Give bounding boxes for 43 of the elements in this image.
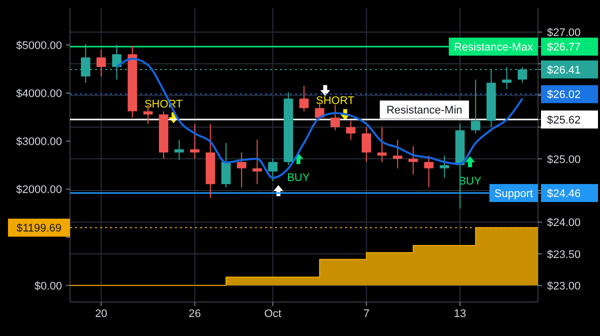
ref-line-label: Resistance-Min: [386, 104, 462, 117]
ref-line-label: Support: [494, 188, 533, 200]
candlestick: [346, 120, 356, 140]
candlestick: [424, 155, 434, 188]
y2-tick-label: $0.00: [34, 280, 62, 292]
y-tick-label: $24.00: [547, 217, 581, 230]
candlestick: [408, 146, 418, 176]
candlestick: [268, 158, 278, 182]
candlestick: [330, 104, 340, 131]
y-tick-label: $26.02: [547, 89, 581, 102]
x-tick-label: 7: [363, 308, 370, 320]
y-tick-label: $25.62: [547, 114, 581, 127]
candlestick: [236, 152, 246, 188]
candlestick: [377, 126, 387, 162]
candlestick: [440, 155, 450, 178]
y2-tick-label: $1199.69: [16, 222, 62, 235]
annotation: BUY: [287, 172, 310, 184]
y-tick-label: $25.00: [547, 154, 581, 166]
y-tick-label: $26.41: [547, 64, 581, 76]
candlestick: [252, 139, 262, 185]
y-tick-label: $24.46: [547, 188, 581, 200]
annotation: SHORT: [316, 95, 355, 108]
y2-tick-label: $5000.00: [16, 40, 62, 52]
candlestick: [221, 142, 231, 188]
y2-tick-label: $4000.00: [16, 88, 62, 100]
y-tick-label: $27.00: [547, 27, 581, 40]
candlestick: [190, 123, 200, 160]
candlestick: [299, 85, 309, 112]
candlestick: [362, 126, 372, 162]
candlestick: [174, 139, 184, 161]
y2-tick-label: $2000.00: [16, 184, 62, 196]
candlestick: [96, 49, 106, 77]
candlestick: [470, 79, 480, 134]
candlestick: [392, 139, 402, 169]
y-tick-label: $26.77: [547, 42, 581, 54]
x-tick-label: 20: [95, 308, 108, 320]
ref-line-label: Resistance-Max: [454, 42, 534, 54]
y2-tick-label: $3000.00: [16, 136, 62, 148]
x-tick-label: 26: [188, 308, 201, 320]
x-tick-label: Oct: [264, 308, 282, 320]
y-tick-label: $23.50: [547, 248, 581, 261]
y-tick-label: $23.00: [547, 280, 581, 293]
x-tick-label: 13: [454, 308, 466, 320]
